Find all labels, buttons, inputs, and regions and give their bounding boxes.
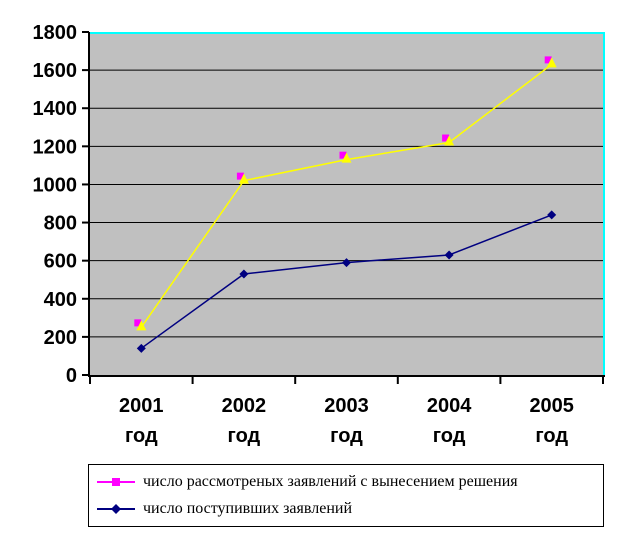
marker-diamond	[547, 210, 557, 220]
marker-square	[236, 172, 244, 180]
x-axis-label-word: год	[125, 425, 158, 447]
x-axis-label-year: 2004	[427, 395, 472, 417]
chart-legend: число рассмотреных заявлений с вынесение…	[88, 464, 604, 527]
y-axis-tick-label: 200	[44, 327, 77, 349]
legend-label-received: число поступивших заявлений	[143, 499, 352, 517]
marker-triangle	[238, 173, 249, 184]
marker-diamond	[444, 250, 454, 260]
marker-triangle	[444, 135, 455, 146]
marker-square	[339, 151, 347, 159]
marker-triangle	[341, 152, 352, 163]
y-axis-tick-label: 400	[44, 289, 77, 311]
series2-legend-marker-icon	[97, 503, 135, 514]
legend-item-reviewed: число рассмотреных заявлений с вынесение…	[97, 469, 599, 495]
marker-square	[544, 56, 552, 64]
y-axis-tick-label: 0	[66, 365, 77, 387]
x-axis-label-year: 2001	[119, 395, 164, 417]
x-axis-label-word: год	[228, 425, 261, 447]
marker-diamond	[342, 258, 351, 268]
marker-square	[442, 134, 450, 142]
x-axis-label-year: 2002	[222, 395, 267, 417]
y-axis-tick-label: 600	[44, 251, 77, 273]
y-axis-tick-label: 1000	[33, 174, 78, 196]
y-axis-tick-label: 800	[44, 213, 77, 235]
legend-item-received: число поступивших заявлений	[97, 496, 599, 522]
x-axis-label-year: 2005	[529, 395, 574, 417]
y-axis-tick-label: 1800	[33, 22, 78, 44]
line-chart-plot: 1800 1600 1400 1200 1000 800 600 400 200 0 2001 год…	[33, 22, 605, 447]
y-axis-tick-label: 1400	[33, 98, 78, 120]
y-axis-tick-label: 1600	[33, 60, 78, 82]
y-axis-tick-label: 1200	[33, 136, 78, 158]
marker-diamond	[239, 269, 249, 279]
marker-diamond	[136, 343, 146, 353]
plot-area	[90, 32, 603, 375]
x-axis-label-year: 2003	[324, 395, 369, 417]
x-axis-label-word: год	[330, 425, 363, 447]
marker-square	[134, 319, 142, 327]
series1-legend-marker-icon	[97, 478, 135, 487]
marker-triangle	[136, 320, 147, 331]
marker-triangle	[546, 57, 557, 68]
x-axis-label-word: год	[535, 425, 568, 447]
legend-label-reviewed: число рассмотреных заявлений с вынесение…	[143, 473, 518, 491]
x-axis-label-word: год	[433, 425, 466, 447]
